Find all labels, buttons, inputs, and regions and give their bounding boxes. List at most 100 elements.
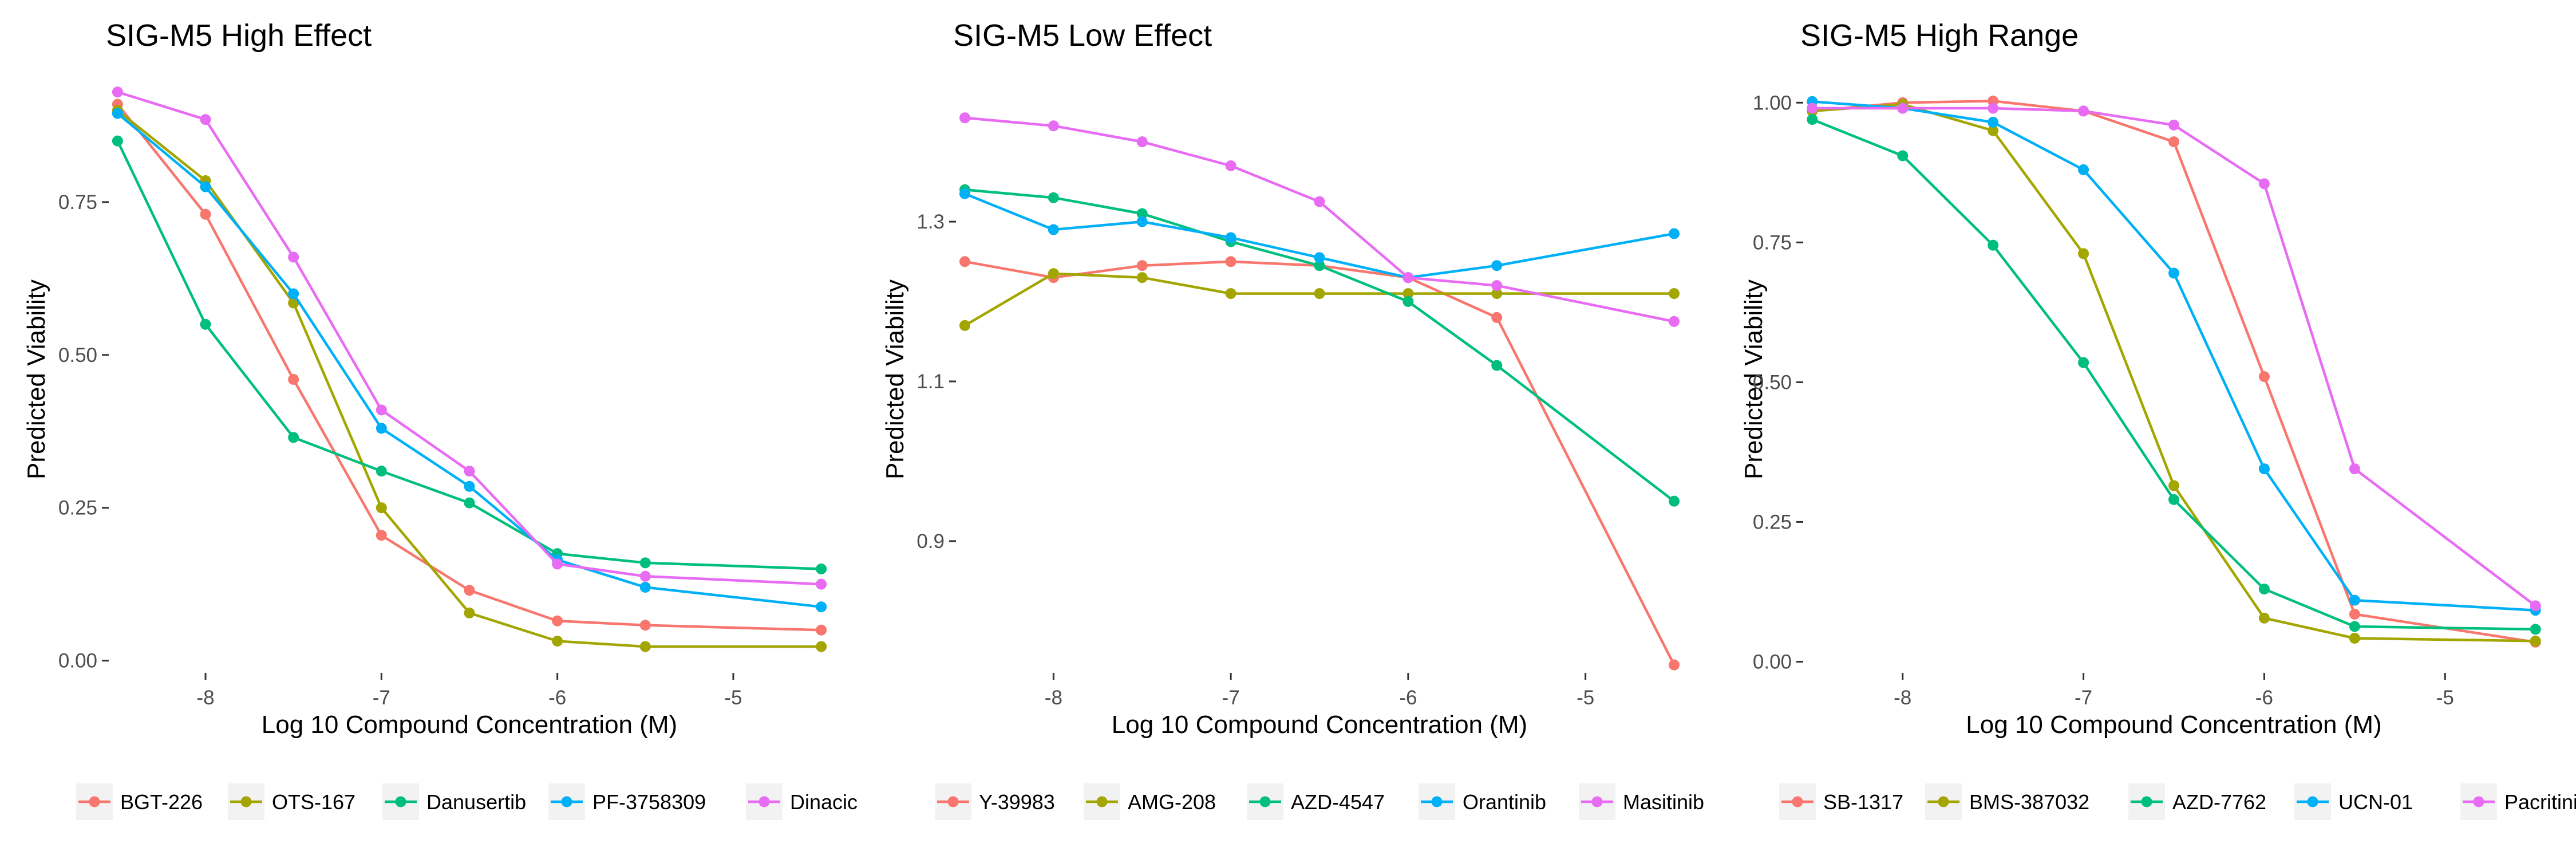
legend-label: Y-39983: [979, 790, 1055, 814]
chart-svg: SIG-M5 High Range Predicted Viability Log …: [1740, 18, 2576, 820]
data-point: [376, 404, 387, 416]
series-line: [965, 188, 1675, 502]
x-axis-title: Log 10 Compound Concentration (M): [1966, 711, 2381, 739]
data-point: [2168, 119, 2179, 131]
data-point: [639, 582, 651, 593]
x-tick-label: -8: [1894, 687, 1911, 709]
data-point: [2168, 267, 2179, 279]
data-point: [464, 585, 475, 596]
data-point: [959, 256, 970, 267]
series-line: [965, 260, 1676, 666]
chart-panel-low-effect: SIG-M5 Low Effect Predicted Viability Log …: [859, 0, 1717, 859]
legend-marker: [2141, 796, 2152, 807]
data-point: [1048, 192, 1059, 203]
data-point: [1048, 268, 1059, 279]
data-point: [816, 641, 827, 652]
data-point: [200, 208, 211, 220]
legend-marker: [89, 796, 100, 807]
chart-panel-high-effect: SIG-M5 High Effect Predicted Viability Log…: [0, 0, 859, 859]
data-point: [1988, 239, 1999, 251]
data-point: [1314, 288, 1325, 300]
x-tick-label: -6: [1399, 687, 1417, 709]
x-tick-label: -7: [373, 687, 390, 709]
data-point: [1669, 316, 1680, 327]
data-point: [1402, 296, 1414, 308]
legend-marker: [561, 796, 572, 807]
data-point: [2258, 178, 2270, 190]
data-point: [2349, 463, 2360, 475]
data-point: [200, 114, 211, 125]
legend-marker: [1591, 796, 1603, 807]
data-point: [552, 615, 563, 626]
data-point: [2258, 612, 2270, 624]
y-axis-title: Predicted Viability: [22, 279, 50, 479]
data-point: [1988, 103, 1999, 114]
legend-label: BGT-226: [120, 790, 203, 814]
y-tick-label: 1.3: [916, 211, 945, 233]
y-tick-label: 0.75: [58, 191, 97, 214]
x-tick-label: -5: [2436, 687, 2454, 709]
data-point: [1048, 224, 1059, 235]
legend-label: Danusertib: [426, 790, 526, 814]
data-point: [1669, 495, 1680, 507]
data-point: [1988, 125, 1999, 136]
data-point: [1491, 360, 1503, 371]
data-point: [1225, 288, 1236, 300]
data-point: [2078, 105, 2089, 117]
data-point: [816, 601, 827, 613]
data-point: [959, 320, 970, 331]
data-point: [2078, 164, 2089, 175]
legend-label: SB-1317: [1823, 790, 1903, 814]
data-point: [1314, 260, 1325, 271]
legend-marker: [395, 796, 406, 807]
legend-label: Masitinib: [1623, 790, 1704, 814]
y-tick-label: 0.75: [1753, 231, 1792, 254]
data-point: [2258, 584, 2270, 595]
data-point: [464, 607, 475, 618]
data-point: [2349, 594, 2360, 606]
series-line: [1812, 100, 2536, 612]
data-point: [1136, 272, 1148, 283]
data-point: [2168, 136, 2179, 148]
y-tick-label: 0.00: [58, 650, 97, 672]
data-point: [2530, 600, 2541, 612]
x-tick-label: -7: [1222, 687, 1240, 709]
data-point: [816, 578, 827, 590]
data-point: [288, 432, 299, 443]
series-line: [1811, 118, 2536, 631]
data-point: [1402, 272, 1414, 283]
legend-label: UCN-01: [2338, 790, 2413, 814]
data-point: [112, 135, 123, 147]
legend-marker: [1938, 796, 1949, 807]
data-point: [2349, 621, 2360, 632]
data-point: [1669, 288, 1680, 300]
data-point: [288, 251, 299, 263]
data-point: [112, 86, 123, 98]
chart-title: SIG-M5 High Range: [1800, 18, 2079, 53]
chart-svg: SIG-M5 High Effect Predicted Viability Log…: [22, 18, 859, 820]
legend-marker: [947, 796, 959, 807]
series-line: [116, 103, 821, 632]
x-tick-label: -5: [724, 687, 742, 709]
y-tick-label: 1.1: [916, 371, 945, 393]
data-point: [1136, 208, 1148, 219]
data-point: [2078, 357, 2089, 368]
data-point: [1048, 120, 1059, 132]
y-tick-label: 0.25: [1753, 511, 1792, 533]
data-point: [2530, 624, 2541, 635]
data-point: [639, 570, 651, 582]
data-point: [639, 620, 651, 631]
legend-marker: [2307, 796, 2318, 807]
data-point: [1225, 232, 1236, 243]
y-tick-label: 0.9: [916, 530, 945, 553]
data-point: [288, 288, 299, 300]
data-point: [376, 466, 387, 477]
legend-marker: [1259, 796, 1271, 807]
data-point: [1225, 160, 1236, 171]
y-tick-label: 0.00: [1753, 651, 1792, 673]
legend-label: AZD-4547: [1291, 790, 1385, 814]
series-line: [1812, 103, 2536, 643]
legend-label: AMG-208: [1128, 790, 1216, 814]
data-point: [464, 497, 475, 509]
x-axis-title: Log 10 Compound Concentration (M): [262, 711, 677, 739]
